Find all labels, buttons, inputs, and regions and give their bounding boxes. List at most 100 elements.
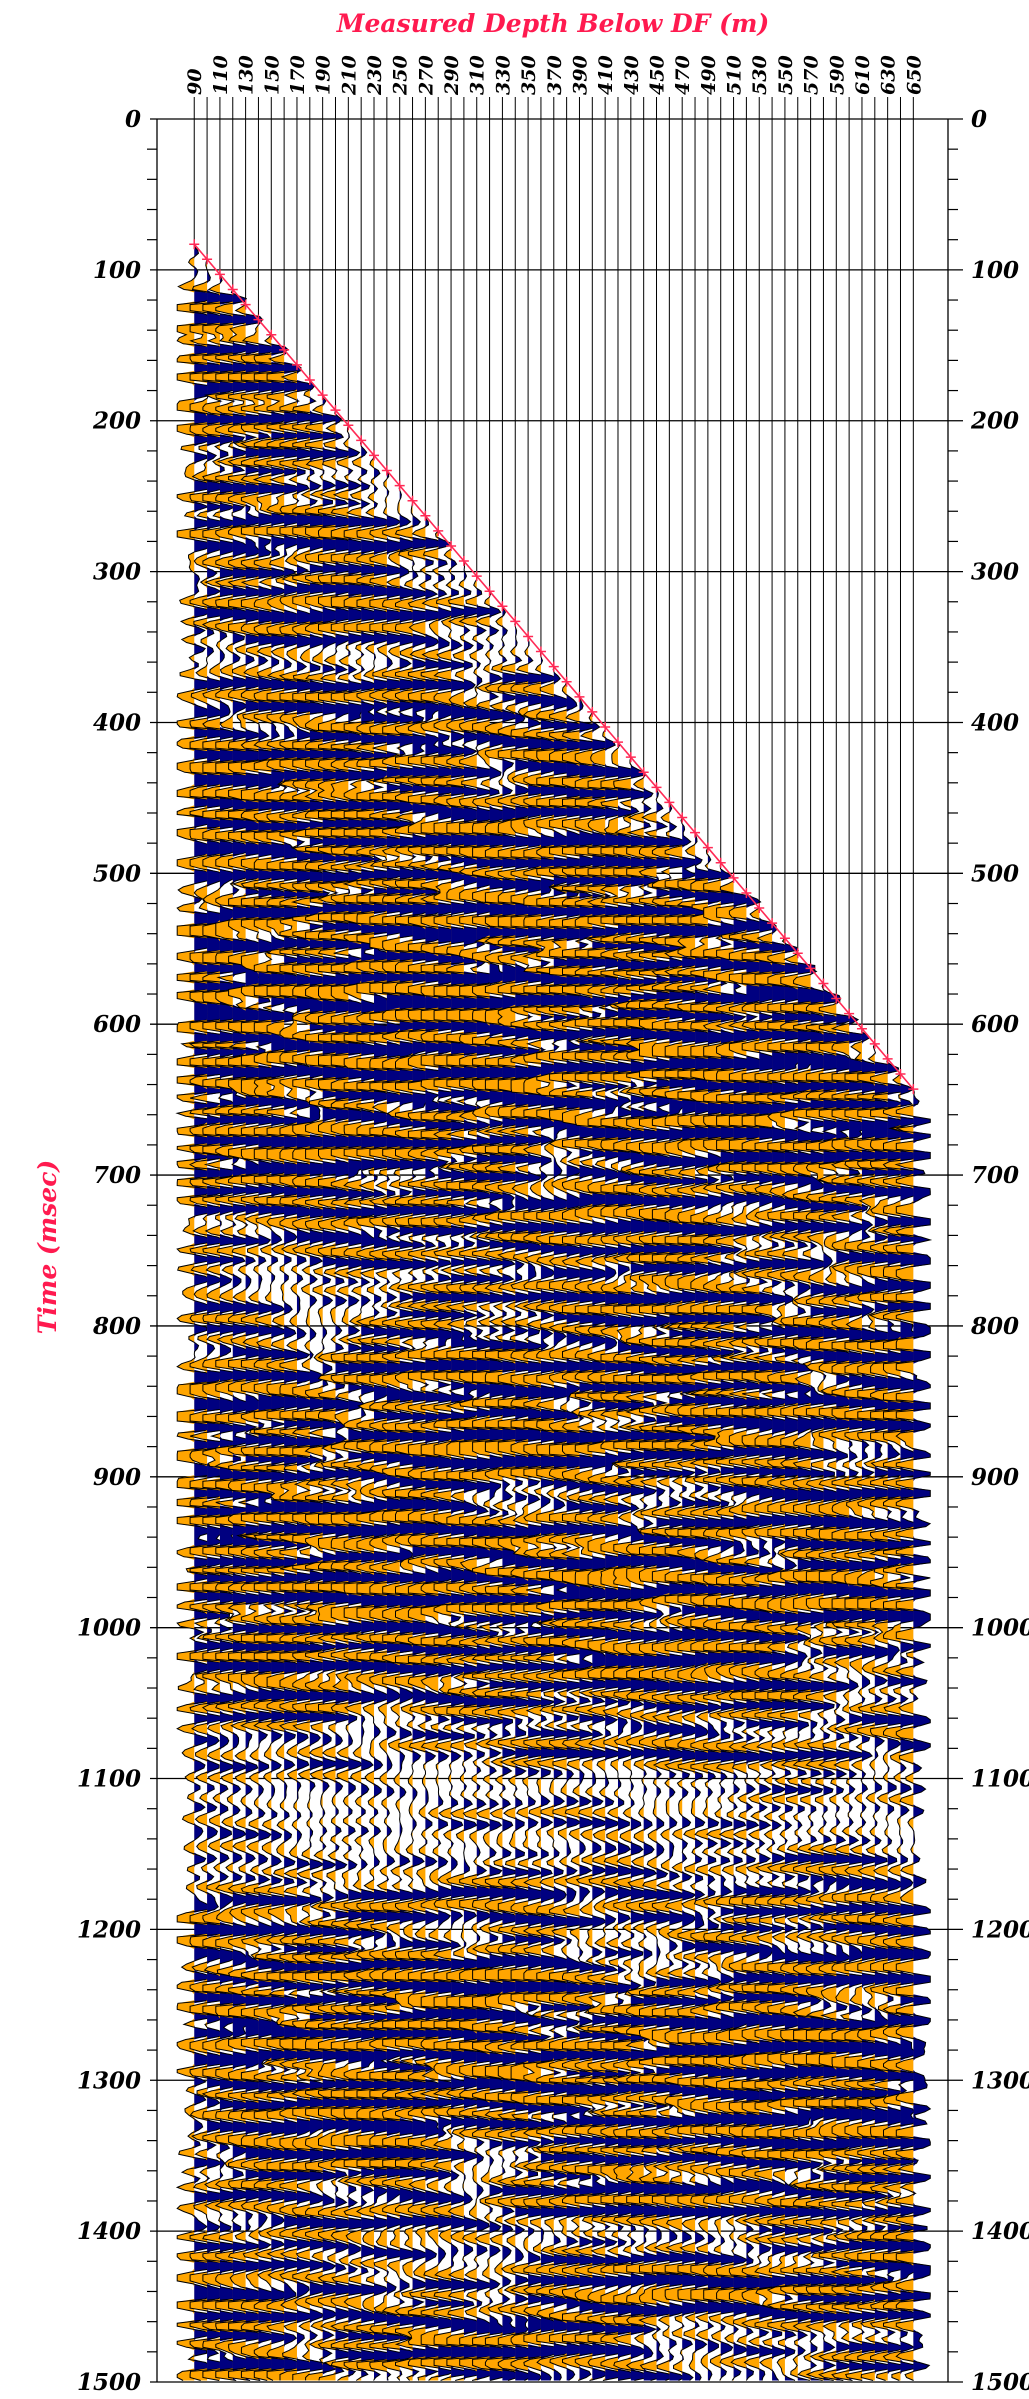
- x-tick-label: 110: [210, 55, 232, 95]
- first-break-pick: [471, 571, 482, 582]
- first-break-pick: [394, 480, 405, 491]
- first-break-pick: [612, 737, 623, 748]
- first-break-pick: [844, 1008, 855, 1019]
- first-break-pick: [381, 465, 392, 476]
- negative-fill: [254, 334, 272, 2381]
- positive-fill: [566, 681, 584, 2381]
- negative-fill: [408, 515, 426, 2381]
- y-tick-label: 500: [93, 860, 141, 887]
- x-tick-label: 350: [518, 55, 540, 95]
- x-tick-label: 170: [287, 55, 309, 95]
- negative-fill: [870, 1058, 888, 2381]
- first-break-pick: [741, 887, 752, 898]
- x-tick-label: 290: [441, 55, 463, 96]
- wiggle: [881, 1073, 919, 2381]
- first-break-pick: [869, 1038, 880, 1049]
- positive-fill: [386, 470, 404, 2381]
- first-break-pick: [805, 963, 816, 974]
- negative-fill: [690, 847, 708, 2381]
- wiggle: [830, 1013, 868, 2381]
- negative-fill: [357, 455, 375, 2381]
- y-tick-label-right: 1400: [971, 2218, 1029, 2245]
- first-break-pick: [420, 510, 431, 521]
- y-tick-label: 900: [93, 1464, 141, 1491]
- positive-fill: [451, 545, 469, 2381]
- wiggle: [214, 289, 252, 2381]
- x-tick-label: 90: [184, 69, 206, 95]
- wiggle: [407, 515, 444, 2381]
- first-break-pick: [561, 676, 572, 687]
- first-break-pick: [715, 857, 726, 868]
- first-break-pick: [754, 903, 765, 914]
- first-break-pick: [343, 420, 354, 431]
- x-tick-label: 590: [826, 55, 848, 95]
- negative-fill: [767, 938, 785, 2381]
- first-break-pick: [510, 616, 521, 627]
- wiggle: [522, 651, 560, 2381]
- y-tick-label: 100: [93, 257, 141, 284]
- first-break-pick: [600, 721, 611, 732]
- positive-fill: [913, 1089, 931, 2381]
- x-tick-label: 570: [801, 55, 823, 95]
- y-tick-label-right: 1200: [971, 1916, 1029, 1943]
- y-tick-label: 0: [125, 106, 141, 133]
- negative-fill: [190, 259, 208, 2381]
- first-break-pick: [587, 706, 598, 717]
- x-tick-label: 510: [724, 55, 746, 95]
- first-break-pick: [356, 435, 367, 446]
- first-break-pick: [664, 797, 675, 808]
- y-tick-label-right: 1000: [971, 1615, 1029, 1642]
- positive-fill: [489, 591, 507, 2381]
- negative-fill: [613, 757, 631, 2381]
- positive-fill: [245, 304, 263, 2381]
- positive-fill: [746, 892, 764, 2381]
- positive-fill: [219, 274, 237, 2381]
- positive-fill: [605, 726, 623, 2381]
- positive-fill: [861, 1028, 879, 2381]
- y-tick-label-right: 100: [971, 257, 1019, 284]
- x-tick-label: 650: [903, 55, 925, 95]
- x-tick-label: 270: [415, 55, 437, 96]
- negative-fill: [434, 545, 452, 2381]
- first-break-pick: [677, 812, 688, 823]
- x-tick-label: 610: [852, 55, 874, 95]
- negative-fill: [459, 576, 477, 2381]
- positive-fill: [438, 530, 456, 2381]
- y-tick-label: 1000: [77, 1615, 141, 1642]
- wiggle: [894, 1088, 933, 2381]
- first-break-pick: [266, 329, 277, 340]
- y-tick-label-right: 300: [971, 559, 1019, 586]
- x-tick-label: 450: [647, 55, 669, 95]
- first-break-pick: [446, 540, 457, 551]
- negative-fill: [523, 651, 541, 2381]
- wiggle: [252, 334, 290, 2381]
- first-break-pick: [908, 1084, 919, 1095]
- wiggle: [638, 787, 676, 2381]
- wiggle: [240, 319, 278, 2381]
- first-break-pick: [240, 299, 251, 310]
- wiggle: [290, 379, 329, 2381]
- x-tick-label: 330: [492, 55, 514, 95]
- y-tick-label: 300: [93, 559, 141, 586]
- positive-fill: [784, 938, 802, 2381]
- y-tick-label-right: 1500: [971, 2369, 1029, 2396]
- positive-fill: [772, 923, 790, 2381]
- wiggle: [856, 1043, 894, 2381]
- x-tick-label: 230: [364, 55, 386, 96]
- positive-fill: [258, 319, 276, 2381]
- wiggle: [368, 470, 406, 2381]
- first-break-pick: [690, 827, 701, 838]
- positive-fill: [194, 244, 212, 2381]
- first-break-pick: [856, 1023, 867, 1034]
- first-break-pick: [651, 782, 662, 793]
- first-break-pick: [458, 556, 469, 567]
- y-tick-label-right: 200: [970, 408, 1019, 435]
- first-break-pick: [330, 405, 341, 416]
- y-tick-label-right: 500: [971, 860, 1019, 887]
- positive-fill: [823, 983, 841, 2381]
- first-break-pick: [279, 344, 290, 355]
- negative-fill: [639, 787, 657, 2381]
- x-tick-label: 310: [467, 55, 489, 95]
- y-tick-label-right: 700: [971, 1162, 1019, 1189]
